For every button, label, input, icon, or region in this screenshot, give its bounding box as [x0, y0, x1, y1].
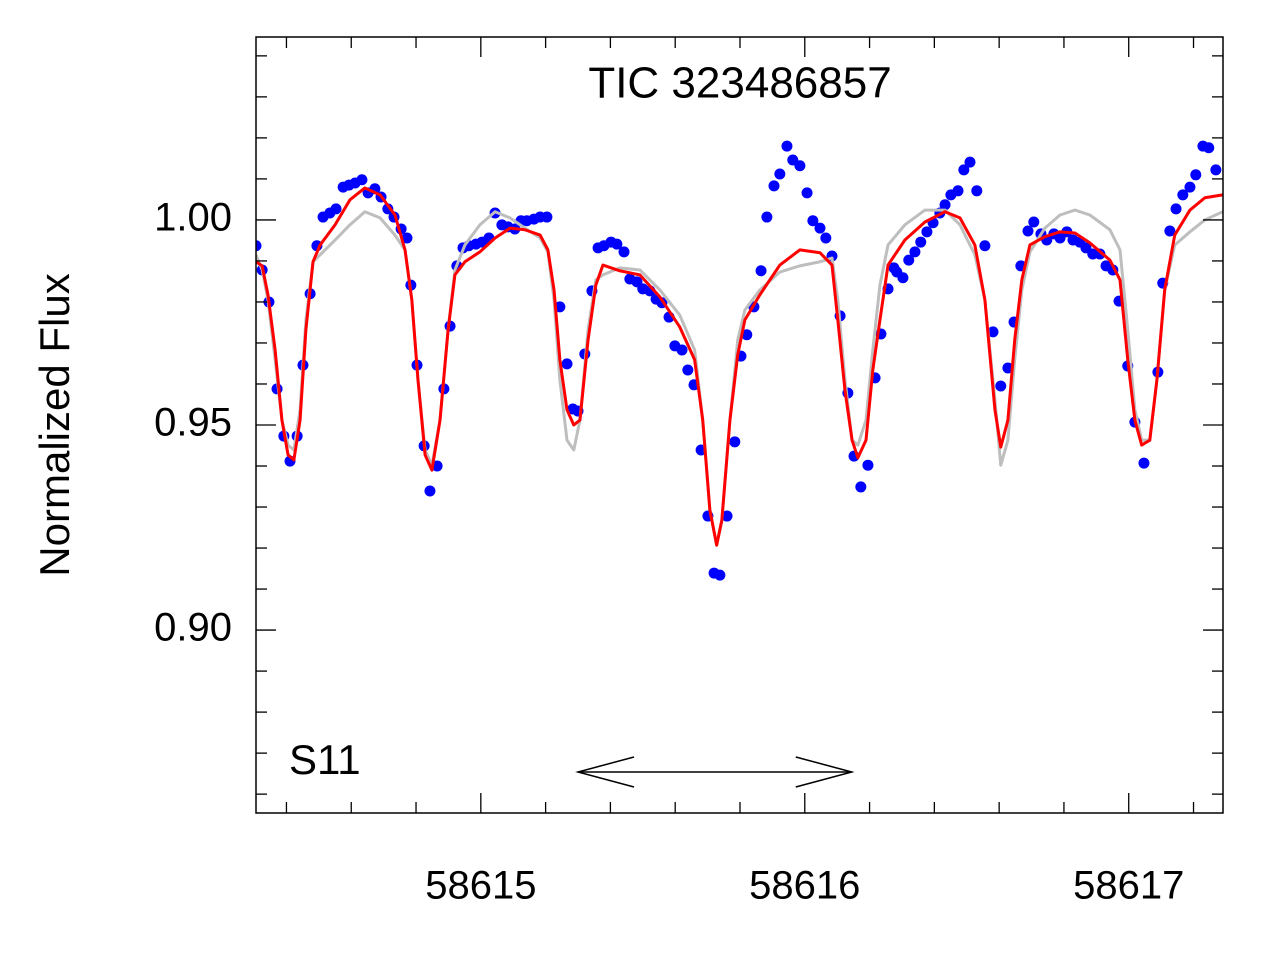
data-point	[676, 344, 688, 356]
arrow-head	[795, 756, 855, 788]
data-point	[915, 236, 927, 248]
data-point	[964, 156, 976, 168]
data-point	[820, 232, 832, 244]
data-point	[729, 436, 741, 448]
data-point	[330, 203, 342, 215]
plot-area	[256, 140, 1223, 581]
data-point	[952, 185, 964, 197]
chart-title: TIC 323486857	[588, 59, 891, 108]
data-point	[1203, 142, 1215, 154]
axes: 58615 58616 58617 0.90 0.95 1.00	[154, 37, 1223, 908]
annotation: S11	[289, 736, 361, 783]
data-point	[721, 510, 733, 522]
data-point	[781, 140, 793, 152]
arrow-head	[575, 756, 635, 788]
data-point	[774, 168, 786, 180]
x-tick-label: 58615	[425, 864, 536, 908]
data-point	[807, 215, 819, 227]
x-tick-label: 58617	[1073, 864, 1184, 908]
data-point	[424, 485, 436, 497]
y-tick-label: 1.00	[154, 195, 232, 239]
data-point	[561, 358, 573, 370]
x-tick-label: 58616	[749, 864, 860, 908]
data-point	[801, 187, 813, 199]
data-point	[1138, 457, 1150, 469]
data-point	[1094, 248, 1106, 260]
data-point	[741, 329, 753, 341]
y-tick-label: 0.95	[154, 401, 232, 445]
data-point	[1210, 164, 1222, 176]
data-point	[768, 180, 780, 192]
model-line	[256, 186, 1223, 547]
data-point	[1184, 181, 1196, 193]
data-point	[1177, 189, 1189, 201]
data-point	[855, 481, 867, 493]
data-point	[1170, 203, 1182, 215]
data-point	[618, 246, 630, 258]
data-point	[897, 272, 909, 284]
data-point	[971, 185, 983, 197]
data-point	[1190, 169, 1202, 181]
data-point	[862, 459, 874, 471]
data-point	[541, 211, 553, 223]
data-point	[256, 240, 262, 252]
y-tick-label: 0.90	[154, 606, 232, 650]
data-point	[1022, 225, 1034, 237]
data-point	[714, 569, 726, 581]
data-point	[761, 211, 773, 223]
data-point	[794, 160, 806, 172]
data-point	[958, 164, 970, 176]
data-point	[987, 326, 999, 338]
data-point	[356, 174, 368, 186]
y-axis-label: Normalized Flux	[31, 273, 78, 576]
data-point	[401, 232, 413, 244]
data-point	[755, 265, 767, 277]
data-point	[909, 246, 921, 258]
plot-frame	[255, 36, 1224, 814]
data-point	[903, 254, 915, 266]
data-point	[814, 222, 826, 234]
data-point	[979, 240, 991, 252]
data-point	[682, 364, 694, 376]
data-point	[611, 238, 623, 250]
data-point	[995, 380, 1007, 392]
data-point	[939, 199, 951, 211]
data-point	[921, 226, 933, 238]
data-point	[1164, 225, 1176, 237]
data-point	[1028, 216, 1040, 228]
